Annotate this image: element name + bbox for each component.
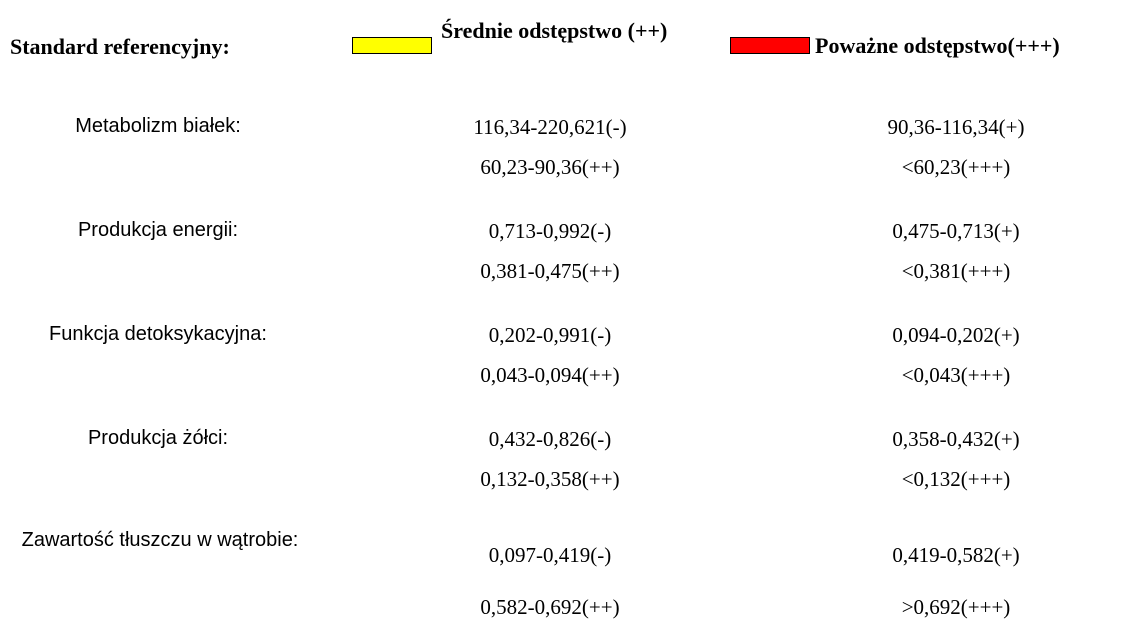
parameter-name: Metabolizm białek: <box>75 115 241 137</box>
range-mild: 0,419-0,582(+) <box>892 543 1020 567</box>
range-mild: 0,358-0,432(+) <box>892 427 1020 451</box>
range-severe: <0,381(+++) <box>901 259 1011 283</box>
range-moderate: 0,043-0,094(++) <box>480 363 620 387</box>
range-normal: 0,202-0,991(-) <box>488 323 612 347</box>
range-mild: 0,094-0,202(+) <box>892 323 1020 347</box>
range-mild: 0,475-0,713(+) <box>892 219 1020 243</box>
parameter-name: Produkcja energii: <box>77 219 239 241</box>
severe-deviation-swatch <box>730 37 810 54</box>
range-moderate: 0,381-0,475(++) <box>480 259 620 283</box>
range-mild: 90,36-116,34(+) <box>887 115 1025 139</box>
parameter-name: Zawartość tłuszczu w wątrobie: <box>21 529 299 551</box>
range-moderate: 0,582-0,692(++) <box>480 595 620 619</box>
range-normal: 0,432-0,826(-) <box>488 427 612 451</box>
range-normal: 0,713-0,992(-) <box>488 219 612 243</box>
parameter-name: Funkcja detoksykacyjna: <box>49 323 267 345</box>
parameter-name: Produkcja żółci: <box>87 427 229 449</box>
legend-title: Standard referencyjny: <box>10 34 230 59</box>
range-severe: <0,132(+++) <box>901 467 1011 491</box>
range-moderate: 60,23-90,36(++) <box>480 155 620 179</box>
moderate-deviation-swatch <box>352 37 432 54</box>
range-normal: 0,097-0,419(-) <box>488 543 612 567</box>
range-moderate: 0,132-0,358(++) <box>480 467 620 491</box>
range-normal: 116,34-220,621(-) <box>473 115 627 139</box>
range-severe: <0,043(+++) <box>901 363 1011 387</box>
range-severe: >0,692(+++) <box>901 595 1011 619</box>
range-severe: <60,23(+++) <box>901 155 1011 179</box>
severe-deviation-label: Poważne odstępstwo(+++) <box>815 33 1060 58</box>
moderate-deviation-label: Średnie odstępstwo (++) <box>441 18 668 43</box>
